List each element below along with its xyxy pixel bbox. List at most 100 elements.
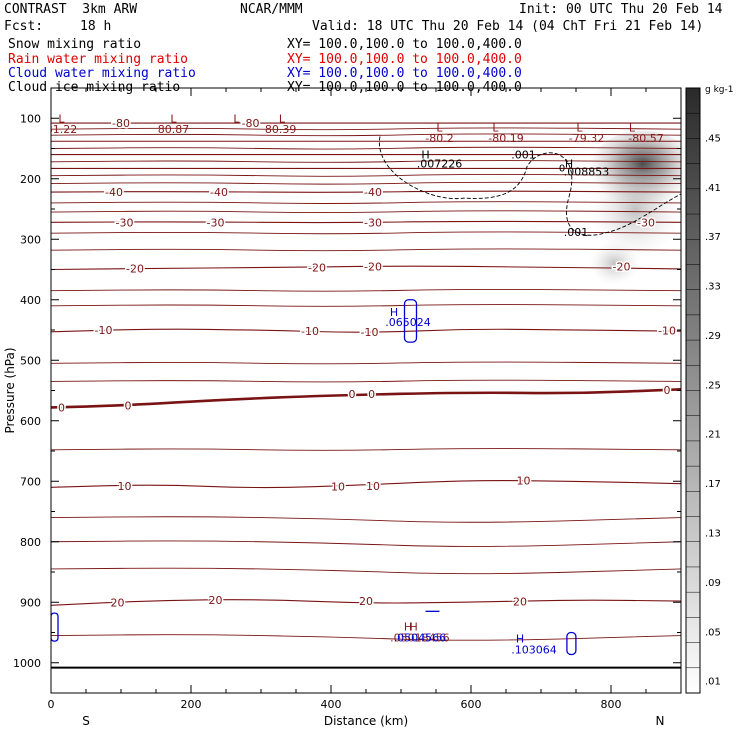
temperature-contour	[51, 448, 681, 451]
temperature-label: -20	[126, 262, 144, 275]
x-tick-label: 0	[48, 698, 55, 711]
temperature-label: -30	[116, 216, 134, 229]
field-rain-name: Rain water mixing ratio	[8, 52, 189, 67]
colorbar-tick-label: .41	[705, 183, 721, 194]
cloud-ice-label: 0	[559, 163, 565, 174]
colorbar-tick-label: .33	[705, 282, 721, 293]
model-title: CONTRAST 3km ARW	[4, 2, 138, 17]
temperature-contour	[51, 160, 681, 163]
colorbar-unit: g kg-1	[705, 85, 733, 95]
forecast-label: Fcst:	[4, 19, 44, 34]
extremum-value: -79.32	[569, 132, 604, 145]
init-time: Init: 00 UTC Thu 20 Feb 14	[519, 2, 723, 17]
temperature-contour	[51, 133, 681, 137]
extremum-value: .007226	[417, 158, 463, 171]
temperature-label: 0	[58, 401, 65, 414]
temperature-label: -20	[364, 260, 382, 273]
temperature-contour	[51, 379, 681, 383]
temperature-contour	[51, 288, 681, 292]
extremum-marker: L	[576, 121, 583, 134]
temperature-contour	[51, 190, 681, 193]
extremum-value: 80.39	[265, 123, 297, 136]
cloud-ice-shading	[590, 159, 681, 259]
temperature-label: 20	[513, 596, 527, 609]
temperature-contour	[51, 387, 681, 409]
forecast-hour: 18 h	[80, 19, 112, 34]
temperature-contour	[51, 181, 681, 185]
y-tick-label: 500	[20, 354, 41, 367]
extremum-marker: L	[233, 112, 240, 125]
cloud-water-contour	[403, 299, 418, 343]
extremum-marker: H	[390, 306, 398, 319]
extremum-marker: H	[421, 149, 429, 162]
extremum-marker: L	[492, 121, 499, 134]
extremum-value: .001	[511, 149, 536, 162]
temperature-label: -10	[95, 324, 113, 337]
extremum-value: -80.19	[488, 132, 523, 145]
temperature-label: -40	[210, 186, 228, 199]
temperature-contour	[51, 265, 681, 271]
temperature-label: 20	[209, 594, 223, 607]
temperature-contour	[51, 479, 681, 489]
temperature-contour	[51, 201, 681, 204]
extremum-value: .065024	[385, 316, 431, 329]
temperature-label: 0	[368, 388, 375, 401]
temperature-contour	[51, 516, 681, 523]
cloud-ice-shading	[589, 241, 640, 286]
extremum-marker: H	[565, 158, 573, 171]
y-axis-label: Pressure (hPa)	[3, 347, 17, 433]
x-tick-label: 600	[461, 698, 482, 711]
temperature-label: -10	[301, 325, 319, 338]
temperature-label: 0	[664, 384, 671, 397]
x-tick-label: 200	[181, 698, 202, 711]
valid-time: Valid: 18 UTC Thu 20 Feb 14 (04 ChT Fri …	[312, 19, 704, 34]
source-label: NCAR/MMM	[240, 2, 303, 17]
temperature-label: -30	[364, 216, 382, 229]
x-tick-label: 400	[321, 698, 342, 711]
x-tick-label: 800	[601, 698, 622, 711]
extremum-marker: L	[170, 112, 177, 125]
temperature-label: -10	[658, 325, 676, 338]
extremum-value: -80.57	[628, 132, 663, 145]
temperature-label: -40	[105, 186, 123, 199]
colorbar-tick-label: .13	[705, 528, 721, 539]
extremum-marker: H	[404, 620, 412, 633]
temperature-label: -80	[242, 117, 260, 130]
temperature-label: 10	[118, 480, 132, 493]
temperature-label: -20	[308, 262, 326, 275]
extremum-marker: L	[629, 121, 636, 134]
extremum-value: .0504566	[394, 631, 447, 644]
temperature-label: -30	[207, 216, 225, 229]
temperature-contour	[51, 328, 681, 333]
y-tick-label: 200	[20, 173, 41, 186]
colorbar-tick-label: .37	[705, 232, 721, 243]
colorbar-tick-label: .25	[705, 380, 721, 391]
temperature-contour	[51, 210, 681, 214]
temperature-label: -80	[112, 117, 130, 130]
colorbar-tick-label: .01	[705, 677, 721, 688]
y-tick-label: 600	[20, 415, 41, 428]
colorbar-tick-label: .09	[705, 578, 721, 589]
temperature-label: 20	[111, 596, 125, 609]
temperature-contour	[51, 220, 681, 224]
temperature-label: 10	[366, 480, 380, 493]
colorbar-tick-label: .21	[705, 430, 721, 441]
colorbar-tick-label: .29	[705, 331, 721, 342]
y-tick-label: 300	[20, 233, 41, 246]
temperature-contour	[51, 146, 681, 150]
y-tick-label: 700	[20, 475, 41, 488]
extremum-value: .008853	[564, 165, 610, 178]
extremum-value: -80.2	[425, 132, 453, 145]
y-tick-label: 400	[20, 294, 41, 307]
extremum-value: .103064	[511, 643, 557, 656]
temperature-contour	[51, 540, 681, 547]
temperature-label: -10	[361, 326, 379, 339]
y-tick-label: 900	[20, 596, 41, 609]
field-cloudwater-xy: XY= 100.0,100.0 to 100.0,400.0	[287, 66, 522, 81]
temperature-label: -20	[613, 260, 631, 273]
north-label: N	[656, 714, 665, 728]
temperature-contour	[51, 248, 681, 252]
field-snow-xy: XY= 100.0,100.0 to 100.0,400.0	[287, 37, 522, 52]
temperature-contour	[51, 231, 681, 235]
